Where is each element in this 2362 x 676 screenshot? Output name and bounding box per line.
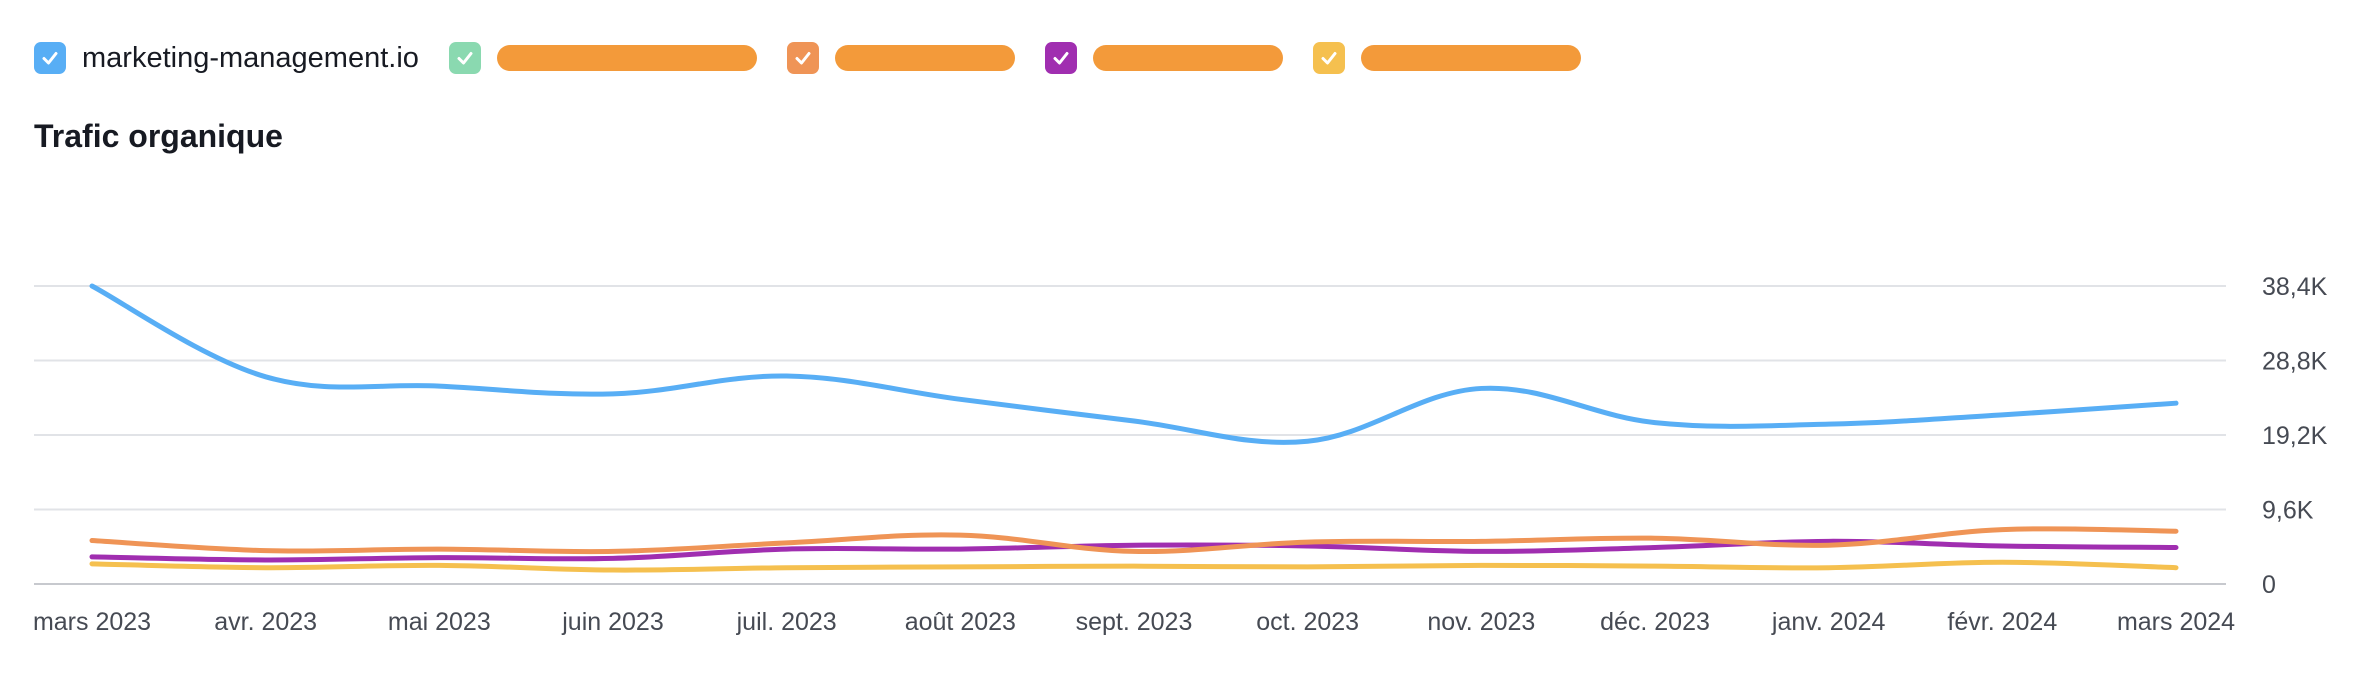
x-tick-label: janv. 2024 [1771,608,1886,636]
series-line-3 [89,538,2179,563]
x-tick-label: mars 2023 [33,608,151,636]
x-tick-label: nov. 2023 [1427,608,1535,636]
redacted-label [834,45,1015,71]
x-tick-label: févr. 2024 [1947,608,2057,636]
x-tick-label: août 2023 [905,608,1016,636]
x-tick-label: mars 2024 [2117,608,2235,636]
grid [34,285,2226,585]
y-tick-label: 28,8K [2262,348,2328,376]
legend-item-3[interactable] [786,42,1015,74]
redacted-label [1092,45,1283,71]
checkbox-checked-icon[interactable] [1312,42,1345,74]
y-tick-label: 38,4K [2262,273,2328,301]
y-tick-label: 19,2K [2262,422,2328,450]
series-line-1 [89,283,2179,445]
x-tick-label: sept. 2023 [1076,608,1193,636]
checkbox-checked-icon[interactable] [448,42,481,74]
legend-item-1[interactable]: marketing-management.io [34,42,419,75]
checkbox-checked-icon[interactable] [786,42,819,74]
x-tick-label: oct. 2023 [1256,608,1359,636]
x-tick-label: mai 2023 [388,608,491,636]
legend: marketing-management.io [34,38,1611,78]
checkbox-checked-icon[interactable] [1044,42,1077,74]
checkbox-checked-icon[interactable] [34,42,66,74]
redacted-label [496,45,757,71]
legend-item-5[interactable] [1312,42,1581,74]
legend-label: marketing-management.io [82,41,419,74]
y-tick-label: 9,6K [2262,497,2314,525]
legend-item-2[interactable] [448,42,757,74]
y-tick-label: 0 [2262,571,2276,599]
legend-item-4[interactable] [1044,42,1283,74]
series-lines [89,283,2179,573]
x-tick-label: juin 2023 [561,608,663,636]
x-tick-label: avr. 2023 [214,608,317,636]
series-line-4 [89,559,2179,573]
series-line-2 [89,526,2179,555]
redacted-label [1360,45,1581,71]
chart-title: Trafic organique [34,118,283,154]
x-tick-label: déc. 2023 [1600,608,1710,636]
x-tick-label: juil. 2023 [736,608,837,636]
y-axis: 0 9,6K 19,2K 28,8K 38,4K [2262,273,2328,599]
x-axis: mars 2023 avr. 2023 mai 2023 juin 2023 juil.… [33,608,2235,636]
